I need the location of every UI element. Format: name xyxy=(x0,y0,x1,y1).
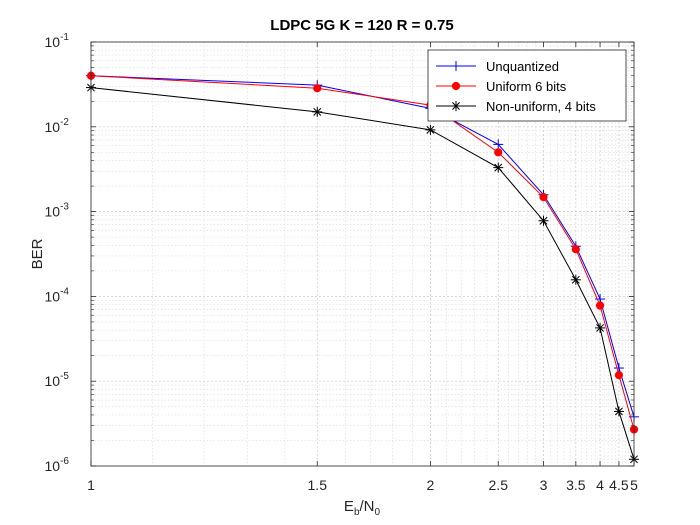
data-point xyxy=(538,215,549,226)
data-point xyxy=(494,148,503,157)
data-point xyxy=(313,84,322,93)
legend-label: Non-uniform, 4 bits xyxy=(486,99,596,114)
y-axis-label: BER xyxy=(29,238,46,269)
y-tick-label: 10-2 xyxy=(45,117,70,135)
data-point xyxy=(595,301,605,310)
y-tick-label: 10-1 xyxy=(45,32,70,50)
marker-asterisk-d2 xyxy=(313,107,322,116)
x-tick-label: 2.5 xyxy=(489,477,509,493)
marker-dot xyxy=(595,301,605,310)
plot-box xyxy=(90,41,635,467)
y-tick-label: 10-5 xyxy=(45,371,70,389)
marker-asterisk-d2 xyxy=(614,407,623,416)
marker-dot xyxy=(313,84,322,93)
marker-dot xyxy=(614,371,624,380)
legend-label: Unquantized xyxy=(486,59,559,74)
legend-label: Uniform 6 bits xyxy=(486,79,567,94)
x-axis-label: Eb/N0 xyxy=(344,498,381,518)
legend: Unquantized Uniform 6 bits Non-uniform, 4 … xyxy=(427,49,627,122)
x-tick-label: 3 xyxy=(540,477,548,493)
series-2 xyxy=(86,71,639,434)
legend-entry: Non-uniform, 4 bits xyxy=(436,99,596,114)
x-tick-label: 1.5 xyxy=(308,477,328,493)
x-tick-label: 1 xyxy=(87,477,95,493)
x-tick-label: 3.5 xyxy=(566,477,586,493)
marker-asterisk-d2 xyxy=(596,323,605,332)
data-point xyxy=(493,162,504,173)
marker-asterisk-d2 xyxy=(494,163,503,172)
data-point xyxy=(614,371,624,380)
marker-asterisk-d2 xyxy=(452,102,460,110)
y-tick-label: 10-6 xyxy=(45,456,70,474)
series-layer xyxy=(86,70,639,465)
y-tick-labels: 10-1 10-2 10-3 10-4 10-5 10-6 xyxy=(45,32,70,474)
y-tick-label: 10-4 xyxy=(45,286,70,304)
chart-title: LDPC 5G K = 120 R = 0.75 xyxy=(270,17,453,34)
data-point xyxy=(539,193,548,202)
x-tick-label: 5 xyxy=(630,477,638,493)
data-point xyxy=(595,322,606,333)
x-tick-label: 4 xyxy=(596,477,604,493)
x-tick-label: 2 xyxy=(426,477,434,493)
data-point xyxy=(425,124,436,135)
marker-dot xyxy=(571,245,580,254)
legend-entry: Unquantized xyxy=(436,59,559,74)
data-point xyxy=(613,406,624,417)
marker-dot xyxy=(494,148,503,157)
marker-asterisk-d2 xyxy=(571,275,580,284)
data-point xyxy=(493,139,504,150)
marker-dot xyxy=(539,193,548,202)
marker-dot xyxy=(451,81,461,91)
x-tick-label: 4.5 xyxy=(609,477,629,493)
x-tick-labels: 1 1.5 2 2.5 3 3.5 4 4.5 5 xyxy=(87,477,638,493)
marker-asterisk-d2 xyxy=(426,125,435,134)
data-point xyxy=(570,274,581,285)
legend-entry: Uniform 6 bits xyxy=(436,79,567,94)
marker-asterisk-d2 xyxy=(539,216,548,225)
tick-marks xyxy=(90,41,635,467)
data-point xyxy=(571,245,580,254)
y-tick-label: 10-3 xyxy=(45,202,70,220)
data-point xyxy=(312,106,323,117)
